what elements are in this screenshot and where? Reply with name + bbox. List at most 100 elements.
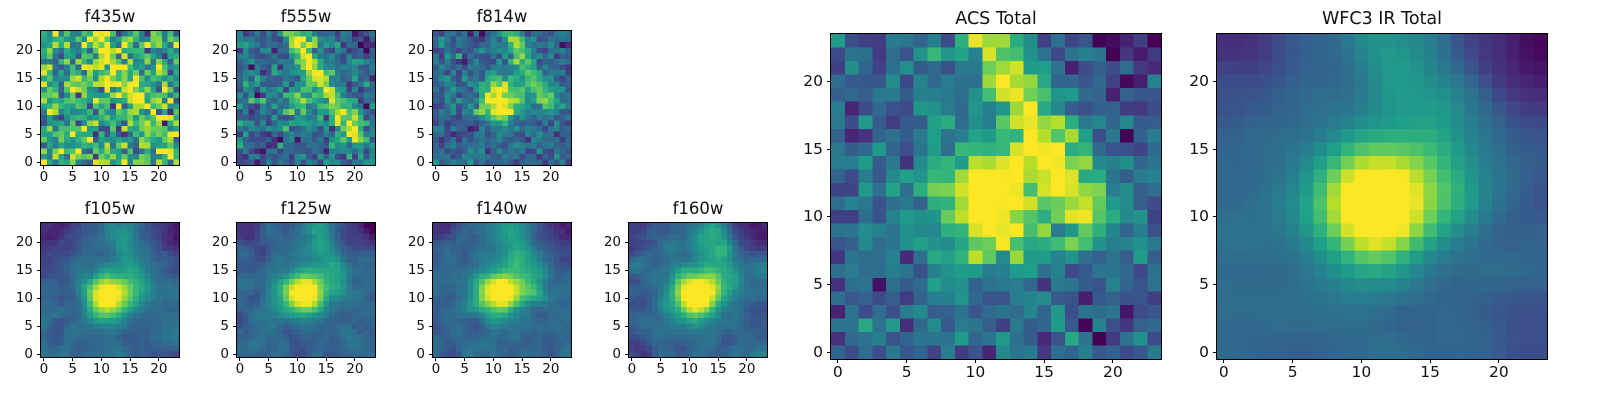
y-tick-mark	[37, 242, 41, 244]
y-tick-mark	[1213, 80, 1217, 82]
y-tick-label: 0	[24, 345, 33, 362]
x-tick-mark	[72, 357, 74, 361]
y-tick-mark	[37, 353, 41, 355]
x-tick-mark	[43, 165, 45, 169]
x-tick-mark	[550, 165, 552, 169]
y-tick-mark	[1213, 284, 1217, 286]
y-tick-mark	[625, 353, 629, 355]
y-tick-label: 0	[220, 153, 229, 170]
y-tick-mark	[429, 242, 433, 244]
x-tick-mark	[296, 165, 298, 169]
y-tick-mark	[37, 50, 41, 52]
y-tick-label: 15	[15, 261, 33, 278]
x-tick-label: 10	[484, 361, 502, 377]
heatmap-image-f140w	[433, 223, 571, 357]
y-tick-label: 5	[220, 125, 229, 142]
x-tick-mark	[464, 165, 466, 169]
x-tick-label: 5	[68, 361, 77, 377]
y-tick-label: 10	[15, 289, 33, 306]
x-tick-mark	[1043, 359, 1045, 363]
y-tick-mark	[233, 269, 237, 271]
y-tick-mark	[1213, 148, 1217, 150]
heatmap-image-f160w	[629, 223, 767, 357]
x-tick-label: 0	[39, 361, 49, 377]
x-tick-label: 5	[264, 361, 273, 377]
x-tick-label: 15	[317, 361, 335, 377]
y-tick-mark	[37, 105, 41, 107]
y-tick-label: 0	[416, 345, 425, 362]
x-tick-label: 15	[121, 361, 139, 377]
heatmap-image-f435w	[41, 31, 179, 165]
x-tick-label: 5	[68, 169, 77, 185]
y-tick-mark	[625, 242, 629, 244]
y-tick-mark	[233, 242, 237, 244]
y-tick-mark	[429, 105, 433, 107]
x-tick-mark	[325, 165, 327, 169]
y-tick-mark	[827, 216, 831, 218]
y-tick-mark	[233, 133, 237, 135]
heatmap-image-wfc3_ir_total	[1217, 34, 1547, 359]
y-tick-mark	[1213, 351, 1217, 353]
y-tick-label: 15	[603, 261, 621, 278]
y-tick-label: 5	[24, 125, 33, 142]
x-tick-mark	[688, 357, 690, 361]
y-tick-mark	[37, 161, 41, 163]
heatmap-panel-f435w: f435w 0 0 5 5 10 10 15 15 20 20	[16, 7, 180, 184]
heatmap-image-acs_total	[831, 34, 1161, 359]
x-tick-mark	[837, 359, 839, 363]
x-tick-label: 20	[150, 169, 168, 185]
x-tick-mark	[717, 357, 719, 361]
x-tick-label: 15	[709, 361, 727, 377]
x-tick-label: 10	[92, 169, 110, 185]
x-tick-mark	[296, 357, 298, 361]
x-tick-mark	[1429, 359, 1431, 363]
y-tick-mark	[37, 133, 41, 135]
x-tick-mark	[43, 357, 45, 361]
x-tick-label: 0	[431, 169, 441, 185]
x-tick-label: 5	[460, 361, 469, 377]
heatmap-panel-acs_total: ACS Total 0 0 5 5 10 10 15 15 20 20	[803, 9, 1162, 380]
heatmap-panel-wfc3_ir_total: WFC3 IR Total 0 0 5 5 10 10 15 15 20 20	[1189, 9, 1548, 380]
y-tick-label: 0	[416, 153, 425, 170]
y-tick-label: 10	[15, 97, 33, 114]
x-tick-label: 0	[627, 361, 637, 377]
x-tick-mark	[239, 357, 241, 361]
y-tick-label: 0	[612, 345, 621, 362]
y-tick-label: 10	[1189, 207, 1209, 226]
x-tick-label: 5	[1287, 363, 1298, 381]
y-tick-label: 5	[1199, 274, 1209, 293]
x-tick-mark	[1498, 359, 1500, 363]
y-tick-label: 10	[407, 289, 425, 306]
x-tick-label: 20	[150, 361, 168, 377]
y-tick-label: 20	[1189, 71, 1209, 90]
x-tick-label: 20	[346, 361, 364, 377]
x-tick-mark	[100, 165, 102, 169]
x-tick-label: 0	[832, 363, 843, 381]
x-tick-mark	[1360, 359, 1362, 363]
heatmap-panel-f160w: f160w 0 0 5 5 10 10 15 15 20 20	[604, 199, 768, 376]
y-tick-label: 20	[803, 71, 823, 90]
y-tick-mark	[429, 50, 433, 52]
y-tick-mark	[827, 80, 831, 82]
y-tick-label: 5	[416, 125, 425, 142]
x-tick-mark	[158, 165, 160, 169]
y-tick-mark	[429, 353, 433, 355]
x-tick-mark	[492, 357, 494, 361]
y-tick-mark	[37, 325, 41, 327]
x-tick-label: 15	[121, 169, 139, 185]
y-tick-mark	[429, 297, 433, 299]
x-tick-label: 20	[542, 169, 560, 185]
x-tick-label: 15	[1034, 363, 1054, 381]
y-tick-mark	[233, 105, 237, 107]
x-tick-label: 10	[288, 169, 306, 185]
y-tick-mark	[37, 297, 41, 299]
x-tick-label: 10	[1351, 363, 1372, 381]
y-tick-mark	[429, 325, 433, 327]
x-tick-mark	[354, 357, 356, 361]
x-tick-label: 10	[92, 361, 110, 377]
y-tick-label: 10	[603, 289, 621, 306]
heatmap-image-f125w	[237, 223, 375, 357]
x-tick-mark	[1223, 359, 1225, 363]
x-tick-mark	[435, 357, 437, 361]
panel-title: f140w	[476, 199, 528, 218]
